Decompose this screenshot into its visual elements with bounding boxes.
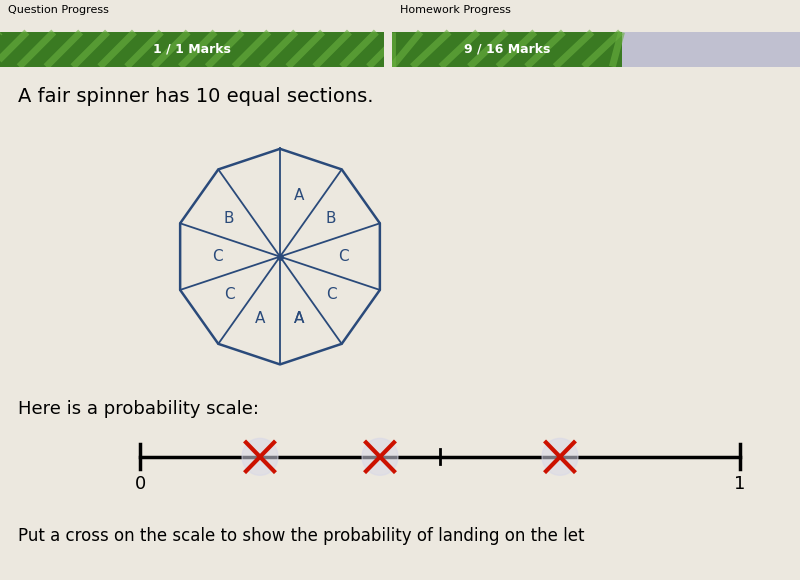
Text: C: C — [224, 287, 234, 302]
Text: C: C — [212, 249, 222, 264]
Text: Homework Progress: Homework Progress — [400, 5, 511, 15]
Circle shape — [242, 438, 278, 475]
Text: 0: 0 — [134, 475, 146, 493]
Text: 1 / 1 Marks: 1 / 1 Marks — [153, 43, 231, 56]
Circle shape — [362, 438, 398, 475]
Text: C: C — [338, 249, 348, 264]
Text: A: A — [294, 311, 305, 325]
Bar — [392, 32, 622, 67]
Text: A: A — [294, 311, 305, 325]
Bar — [392, 32, 800, 67]
Text: B: B — [326, 211, 336, 226]
Text: A: A — [255, 311, 266, 325]
Text: A fair spinner has 10 equal sections.: A fair spinner has 10 equal sections. — [18, 87, 374, 106]
Text: Question Progress: Question Progress — [8, 5, 109, 15]
Text: 9 / 16 Marks: 9 / 16 Marks — [463, 43, 550, 56]
Text: Here is a probability scale:: Here is a probability scale: — [18, 400, 259, 418]
Text: A: A — [294, 187, 305, 202]
Text: 1: 1 — [734, 475, 746, 493]
Bar — [0, 32, 384, 67]
Text: C: C — [326, 287, 336, 302]
Circle shape — [542, 438, 578, 475]
Text: Put a cross on the scale to show the probability of landing on the let: Put a cross on the scale to show the pro… — [18, 527, 585, 545]
Text: B: B — [224, 211, 234, 226]
